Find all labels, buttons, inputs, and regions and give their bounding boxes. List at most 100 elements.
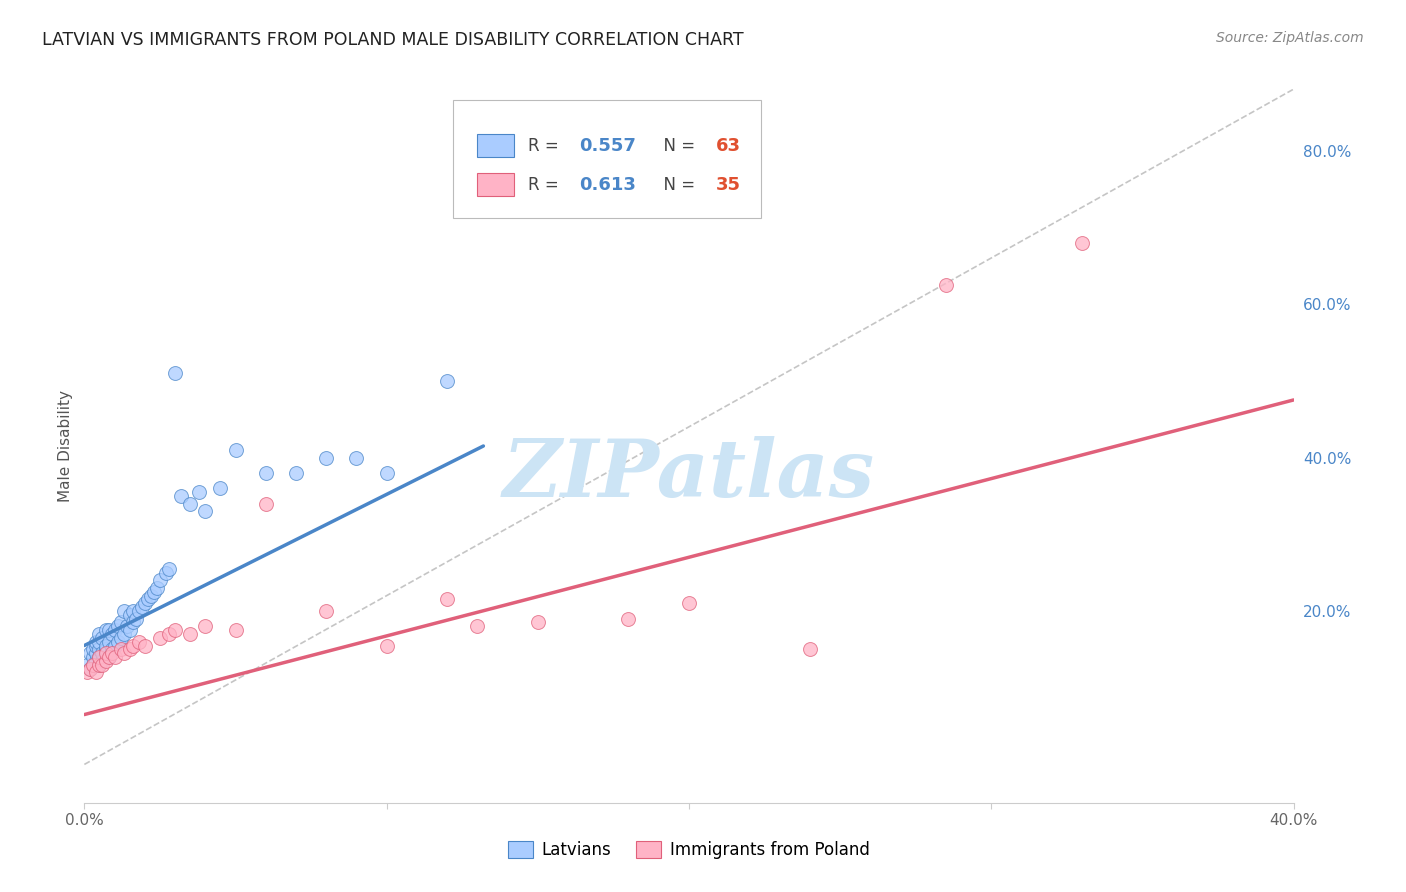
- Point: [94, 623, 117, 637]
- Point: [121, 639, 143, 653]
- Point: [104, 639, 127, 653]
- FancyBboxPatch shape: [478, 173, 513, 196]
- Point: [149, 574, 172, 588]
- Point: [139, 589, 162, 603]
- Point: [76, 657, 98, 672]
- Point: [107, 634, 129, 648]
- Point: [112, 646, 135, 660]
- Point: [94, 654, 117, 668]
- Point: [194, 504, 217, 518]
- Point: [91, 631, 114, 645]
- Point: [799, 642, 821, 657]
- Point: [209, 481, 232, 495]
- Point: [118, 607, 141, 622]
- Point: [1071, 235, 1094, 250]
- Point: [86, 646, 108, 660]
- Point: [100, 646, 122, 660]
- Point: [254, 497, 277, 511]
- Point: [104, 623, 127, 637]
- Point: [125, 612, 148, 626]
- Point: [91, 657, 114, 672]
- Text: LATVIAN VS IMMIGRANTS FROM POLAND MALE DISABILITY CORRELATION CHART: LATVIAN VS IMMIGRANTS FROM POLAND MALE D…: [42, 31, 744, 49]
- Point: [82, 657, 104, 672]
- Point: [110, 631, 132, 645]
- Point: [89, 650, 111, 665]
- Point: [188, 485, 211, 500]
- Point: [225, 442, 247, 457]
- Point: [86, 665, 108, 680]
- Point: [142, 584, 165, 599]
- Point: [107, 619, 129, 633]
- Point: [89, 657, 111, 672]
- Point: [89, 627, 111, 641]
- Point: [121, 615, 143, 630]
- Point: [375, 639, 398, 653]
- Point: [170, 489, 193, 503]
- Point: [134, 639, 156, 653]
- Text: Source: ZipAtlas.com: Source: ZipAtlas.com: [1216, 31, 1364, 45]
- Point: [121, 604, 143, 618]
- Point: [100, 627, 122, 641]
- Point: [225, 623, 247, 637]
- Point: [155, 566, 177, 580]
- Point: [110, 642, 132, 657]
- Point: [315, 450, 337, 465]
- Point: [149, 631, 172, 645]
- Text: 35: 35: [716, 176, 741, 194]
- Point: [112, 627, 135, 641]
- Point: [97, 650, 120, 665]
- Point: [79, 661, 101, 675]
- Point: [254, 466, 277, 480]
- Point: [118, 642, 141, 657]
- Text: ZIPatlas: ZIPatlas: [503, 436, 875, 513]
- Point: [678, 596, 700, 610]
- Text: 0.613: 0.613: [579, 176, 636, 194]
- Point: [79, 661, 101, 675]
- Point: [527, 615, 550, 630]
- Text: N =: N =: [652, 136, 700, 154]
- Point: [131, 600, 153, 615]
- Point: [94, 646, 117, 660]
- Point: [100, 642, 122, 657]
- Point: [86, 634, 108, 648]
- Point: [115, 619, 138, 633]
- Point: [179, 497, 201, 511]
- Point: [97, 634, 120, 648]
- Point: [128, 634, 150, 648]
- Point: [467, 619, 489, 633]
- FancyBboxPatch shape: [478, 134, 513, 157]
- Point: [112, 604, 135, 618]
- Point: [146, 581, 169, 595]
- Point: [91, 654, 114, 668]
- Point: [94, 642, 117, 657]
- Point: [110, 615, 132, 630]
- Y-axis label: Male Disability: Male Disability: [58, 390, 73, 502]
- Point: [86, 654, 108, 668]
- Point: [436, 374, 458, 388]
- Point: [86, 639, 108, 653]
- Point: [91, 646, 114, 660]
- Legend: Latvians, Immigrants from Poland: Latvians, Immigrants from Poland: [502, 834, 876, 866]
- Text: R =: R =: [529, 176, 564, 194]
- Point: [97, 623, 120, 637]
- Point: [104, 650, 127, 665]
- Point: [136, 592, 159, 607]
- Point: [617, 612, 640, 626]
- Point: [82, 657, 104, 672]
- Point: [194, 619, 217, 633]
- Point: [82, 650, 104, 665]
- Point: [935, 277, 957, 292]
- Point: [165, 366, 187, 380]
- Point: [346, 450, 368, 465]
- Point: [89, 650, 111, 665]
- Point: [157, 627, 180, 641]
- Point: [97, 650, 120, 665]
- Point: [118, 623, 141, 637]
- Text: R =: R =: [529, 136, 564, 154]
- Point: [76, 665, 98, 680]
- Point: [89, 634, 111, 648]
- Point: [285, 466, 308, 480]
- Point: [89, 642, 111, 657]
- FancyBboxPatch shape: [453, 100, 762, 218]
- Point: [157, 562, 180, 576]
